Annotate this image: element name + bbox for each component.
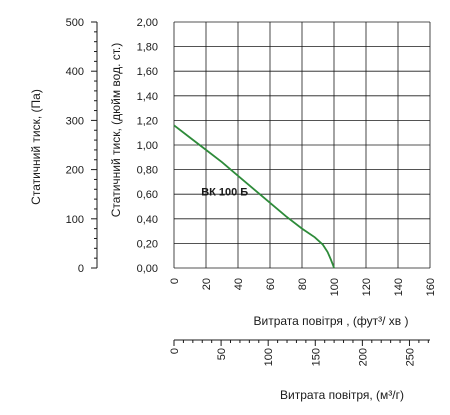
x-tick-label-cfm: 160 (425, 278, 437, 296)
x-tick-label-cfm: 100 (329, 278, 341, 296)
y-tick-label-pa: 200 (66, 165, 84, 177)
tick-labels: 0,00 0,20 0,40 0,60 0,80 1,00 1,20 1,40 1,60 1,80… (66, 17, 437, 366)
series-line (173, 124, 335, 269)
y-tick-label-inwg: 1,80 (137, 42, 158, 54)
y-tick-label-pa: 300 (66, 115, 84, 127)
y-tick-label-inwg: 1,20 (137, 115, 158, 127)
x-axis-title-m3h: Витрата повітря, (м³/г) (280, 388, 404, 402)
x-tick-label-m3h: 150 (310, 348, 322, 366)
x-tick-label-cfm: 80 (297, 278, 309, 290)
y-tick-label-inwg: 1,60 (137, 66, 158, 78)
y-axis-title-pa: Статичний тиск, (Па) (29, 89, 43, 205)
x-tick-label-cfm: 140 (393, 278, 405, 296)
y-tick-label-inwg: 1,00 (137, 140, 158, 152)
x-tick-label-cfm: 20 (201, 278, 213, 290)
series-label: ВК 100 Б (201, 186, 248, 198)
x-tick-label-m3h: 50 (216, 348, 228, 360)
y-tick-label-pa: 0 (78, 263, 84, 275)
x-tick-label-cfm: 40 (233, 278, 245, 290)
y-tick-label-inwg: 2,00 (137, 17, 158, 29)
grid (173, 21, 431, 269)
y-tick-label-inwg: 0,00 (137, 263, 158, 275)
x-tick-label-m3h: 100 (263, 348, 275, 366)
x-tick-label-m3h: 250 (404, 348, 416, 366)
x-tick-label-m3h: 0 (169, 348, 181, 354)
y-tick-label-inwg: 0,40 (137, 214, 158, 226)
axes (91, 21, 430, 346)
x-axis-title-cfm: Витрата повітря , (фут³/ хв ) (253, 314, 408, 328)
x-tick-label-cfm: 0 (169, 278, 181, 284)
x-tick-label-m3h: 200 (357, 348, 369, 366)
y-tick-label-pa: 100 (66, 214, 84, 226)
y-tick-label-inwg: 1,40 (137, 91, 158, 103)
y-tick-label-inwg: 0,60 (137, 189, 158, 201)
y-axis-title-inwg: Статичний тиск, (дюйм вод. ст.) (109, 43, 123, 217)
y-tick-label-pa: 500 (66, 17, 84, 29)
x-tick-label-cfm: 120 (361, 278, 373, 296)
x-tick-label-cfm: 60 (265, 278, 277, 290)
series-layer (173, 124, 335, 269)
y-tick-label-inwg: 0,20 (137, 238, 158, 250)
y-tick-label-inwg: 0,80 (137, 165, 158, 177)
y-tick-label-pa: 400 (66, 66, 84, 78)
